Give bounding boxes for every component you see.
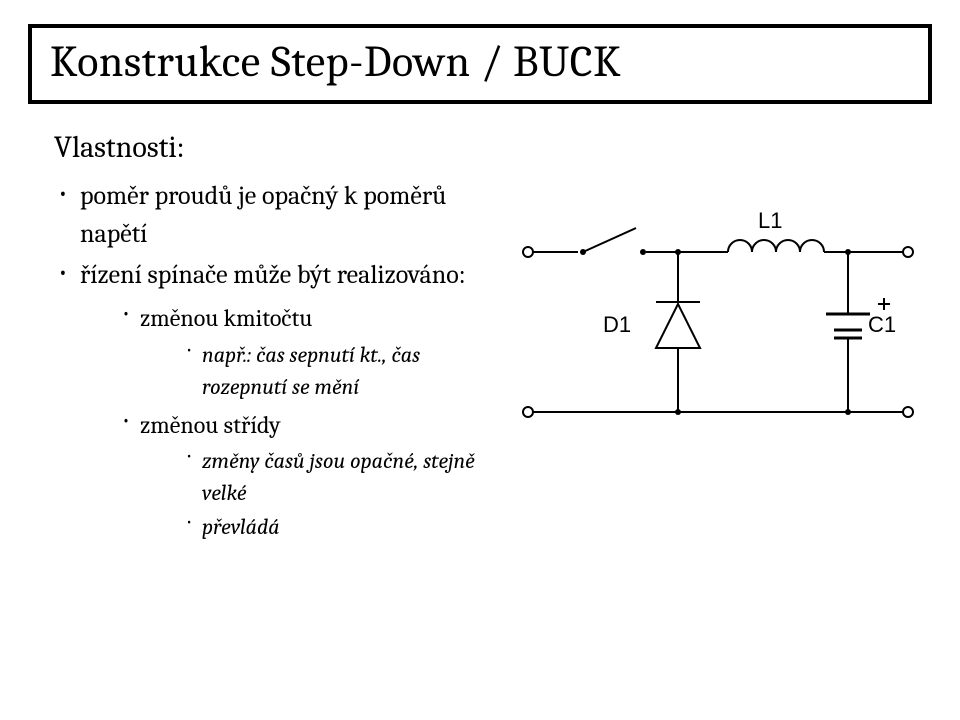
list-item: např.: čas sepnutí kt., čas rozepnutí se… [186, 340, 498, 404]
list-item: řízení spínače může být realizováno: změ… [58, 257, 498, 544]
list-item: poměr proudů je opačný k poměrů napětí [58, 178, 498, 253]
switch-arm [583, 228, 636, 252]
diode-triangle [656, 304, 700, 348]
bullet-text: změnou kmitočtu [140, 304, 312, 332]
bullet-list-l2: změnou kmitočtu např.: čas sepnutí kt., … [80, 301, 498, 544]
inductor-coil [728, 240, 752, 252]
buck-circuit-diagram: L1 D1 [508, 192, 928, 452]
inductor-label: L1 [758, 208, 782, 233]
junction-dot [845, 409, 851, 415]
junction-dot [675, 409, 681, 415]
list-item: změnou kmitočtu např.: čas sepnutí kt., … [122, 301, 498, 404]
slide: Konstrukce Step-Down / BUCK Vlastnosti: … [0, 0, 960, 720]
inductor-coil [800, 240, 824, 252]
inductor-coil [776, 240, 800, 252]
inductor-coil [752, 240, 776, 252]
bullet-text: poměr proudů je opačný k poměrů napětí [80, 181, 446, 249]
bullet-list-l3: např.: čas sepnutí kt., čas rozepnutí se… [140, 340, 498, 404]
list-item: změny časů jsou opačné, stejně velké [186, 446, 498, 510]
diode-label: D1 [603, 312, 631, 337]
left-column: Vlastnosti: poměr proudů je opačný k pom… [28, 122, 498, 548]
terminal-icon [523, 247, 533, 257]
terminal-icon [903, 247, 913, 257]
bullet-text: např.: čas sepnutí kt., čas rozepnutí se… [202, 342, 420, 400]
list-item: převládá [186, 512, 498, 544]
switch-node [640, 249, 646, 255]
page-title: Konstrukce Step-Down / BUCK [50, 38, 910, 86]
bullet-text: změny časů jsou opačné, stejně velké [202, 448, 475, 506]
list-item: změnou střídy změny časů jsou opačné, st… [122, 408, 498, 544]
bullet-text: převládá [202, 514, 280, 540]
body: Vlastnosti: poměr proudů je opačný k pom… [28, 122, 932, 548]
terminal-icon [523, 407, 533, 417]
capacitor-label: C1 [868, 312, 896, 337]
bullet-text: změnou střídy [140, 411, 281, 439]
right-column: L1 D1 [498, 122, 932, 456]
bullet-list-l3: změny časů jsou opačné, stejně velké pře… [140, 446, 498, 544]
terminal-icon [903, 407, 913, 417]
bullet-list: poměr proudů je opačný k poměrů napětí ř… [28, 178, 498, 544]
title-box: Konstrukce Step-Down / BUCK [28, 24, 932, 104]
subtitle: Vlastnosti: [54, 126, 498, 170]
bullet-text: řízení spínače může být realizováno: [80, 260, 466, 290]
